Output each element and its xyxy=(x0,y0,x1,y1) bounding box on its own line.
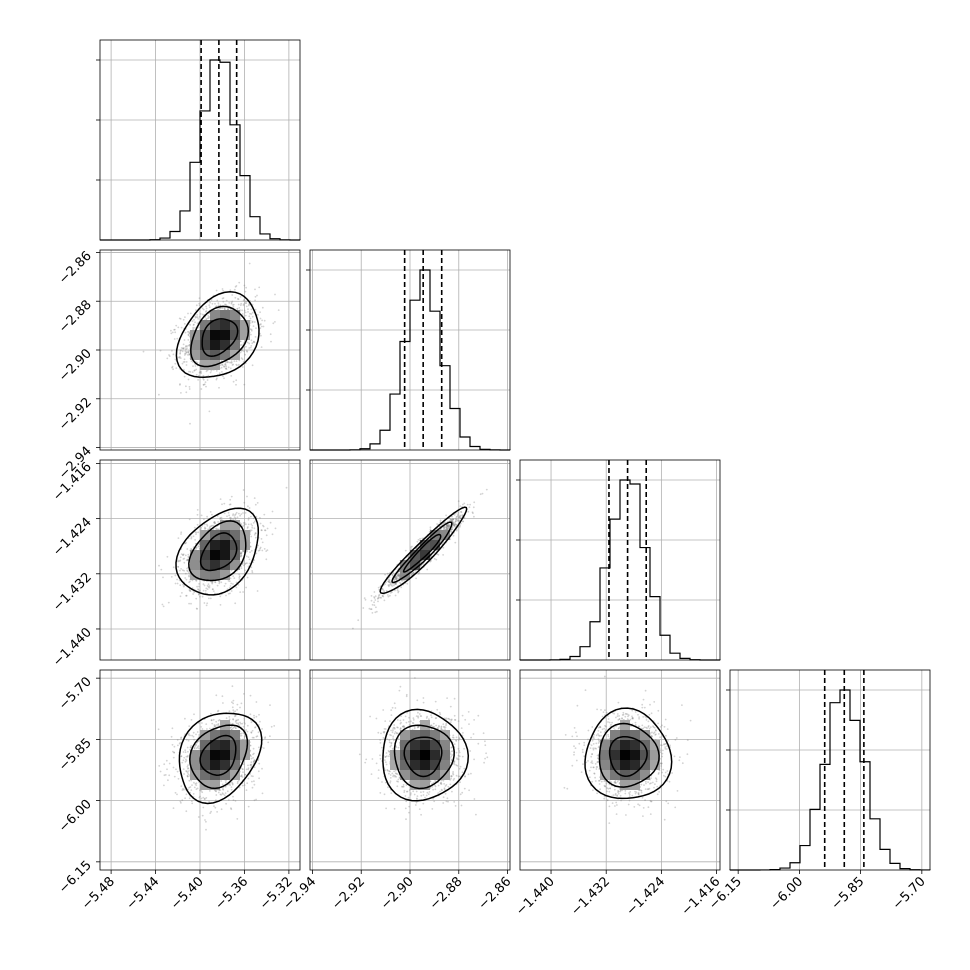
panel-frame xyxy=(519,459,721,661)
contour-line xyxy=(403,736,443,778)
x-tick-label: −5.48 xyxy=(79,874,118,913)
scatter-panel-2-1 xyxy=(309,459,511,661)
x-tick-label: −1.432 xyxy=(568,874,613,919)
x-tick-label: −2.88 xyxy=(427,874,466,913)
panel-frame xyxy=(99,39,301,241)
contour-line xyxy=(175,507,260,596)
scatter-panel-3-1 xyxy=(309,669,511,871)
panel-frame xyxy=(99,459,301,661)
contour-line xyxy=(402,533,442,573)
density-blocks xyxy=(600,720,660,790)
contour-line xyxy=(199,532,238,572)
x-tick-label: −5.40 xyxy=(168,874,207,913)
contour-line xyxy=(199,734,237,776)
y-tick-label: −6.00 xyxy=(56,797,95,836)
y-tick-label: −5.70 xyxy=(56,674,95,713)
scatter-panel-2-0 xyxy=(99,459,301,661)
contour-line xyxy=(393,724,455,790)
panel-frame xyxy=(519,669,721,871)
x-tick-label: −2.86 xyxy=(476,874,515,913)
density-blocks xyxy=(190,520,250,580)
panel-frame xyxy=(309,249,511,451)
histogram-step xyxy=(520,479,721,661)
y-tick-label: −5.85 xyxy=(56,736,95,775)
contour-line xyxy=(190,305,250,368)
y-tick-label: −1.424 xyxy=(50,515,95,560)
contour-line xyxy=(391,521,453,584)
contour-line xyxy=(201,318,239,358)
y-tick-label: −1.432 xyxy=(50,570,95,615)
x-tick-label: −2.90 xyxy=(378,874,417,913)
y-tick-label: −1.440 xyxy=(50,625,95,670)
contour-line xyxy=(608,735,648,777)
x-tick-label: −6.00 xyxy=(767,874,806,913)
x-tick-label: −5.70 xyxy=(890,874,929,913)
y-tick-label: −2.92 xyxy=(56,395,95,434)
histogram-panel-3 xyxy=(726,669,931,871)
contour-line xyxy=(178,712,263,805)
contour-line xyxy=(598,722,660,788)
x-tick-label: −1.424 xyxy=(624,874,669,919)
panel-frame xyxy=(729,669,931,871)
x-tick-label: −2.92 xyxy=(329,874,368,913)
contour-line xyxy=(175,290,260,378)
y-tick-label: −2.88 xyxy=(56,297,95,336)
scatter-panel-3-2 xyxy=(519,669,721,871)
histogram-step xyxy=(730,689,931,871)
contour-line xyxy=(584,707,673,800)
contour-line xyxy=(188,520,247,582)
x-tick-label: −5.85 xyxy=(829,874,868,913)
contour-line xyxy=(379,506,468,595)
histogram-panel-1 xyxy=(306,249,511,451)
y-tick-label: −6.15 xyxy=(56,858,95,897)
x-tick-label: −5.44 xyxy=(124,874,163,913)
contour-line xyxy=(189,724,249,790)
x-tick-label: −5.36 xyxy=(212,874,251,913)
histogram-panel-2 xyxy=(516,459,721,661)
histogram-panel-0 xyxy=(96,39,301,241)
panel-frame xyxy=(309,459,511,661)
y-tick-label: −2.90 xyxy=(56,346,95,385)
contour-line xyxy=(382,708,470,802)
y-tick-label: −2.86 xyxy=(56,249,95,288)
scatter-panel-1-0 xyxy=(99,249,301,451)
scatter-panel-3-0 xyxy=(99,669,301,871)
x-tick-label: −1.440 xyxy=(513,874,558,919)
